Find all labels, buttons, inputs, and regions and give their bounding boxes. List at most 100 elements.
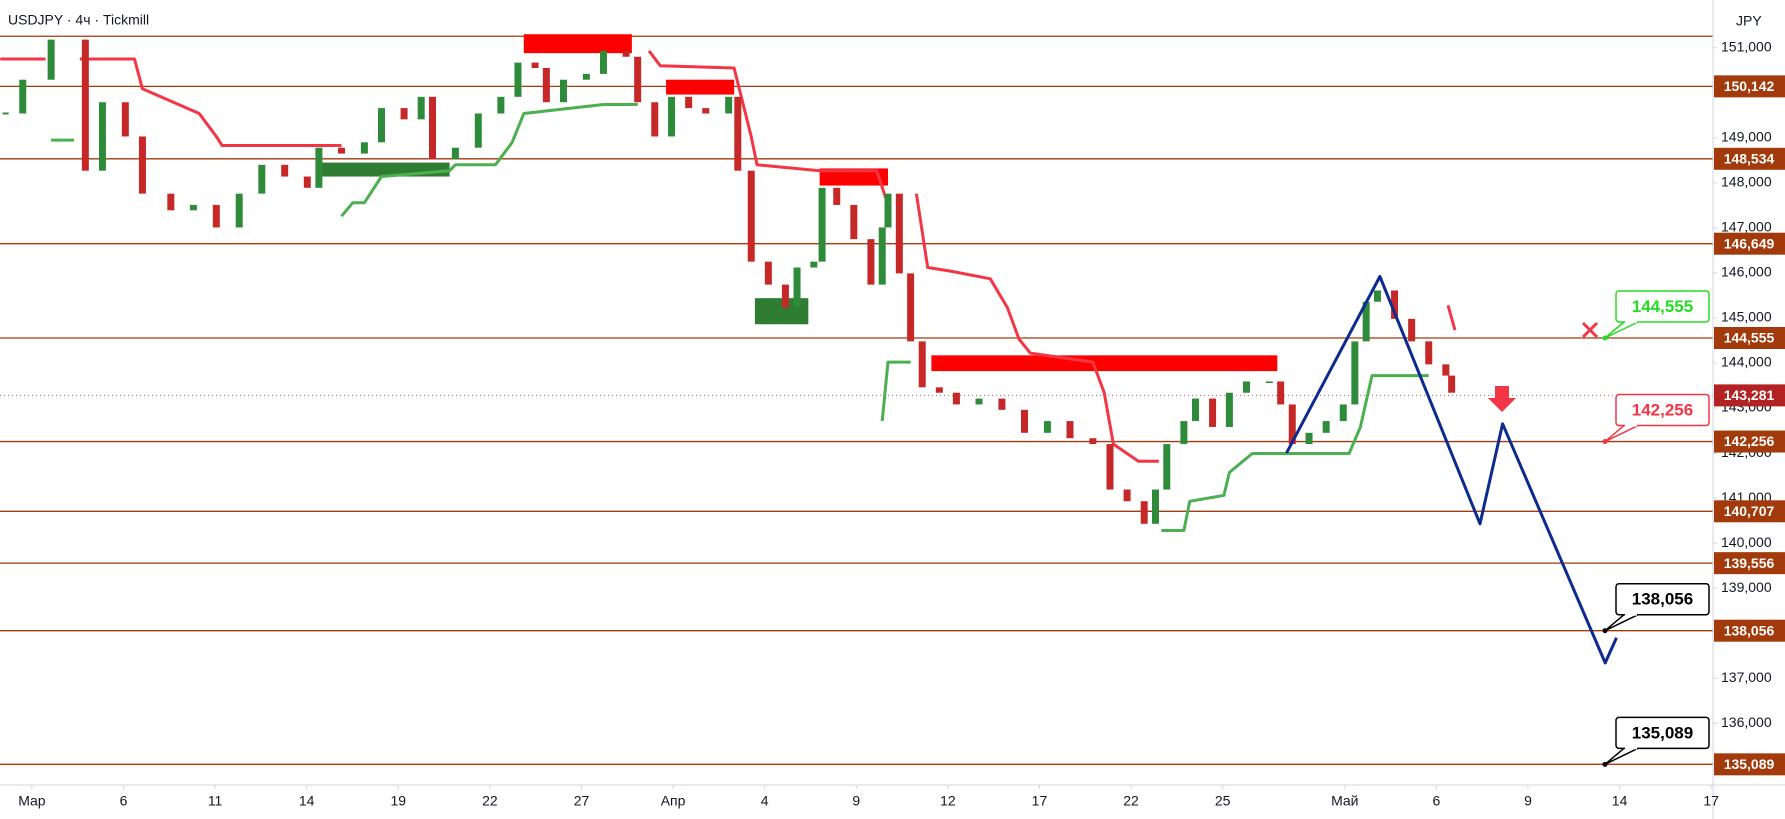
candle (1242, 381, 1250, 393)
candle (338, 147, 346, 154)
candle (850, 204, 858, 240)
y-tick-label: 139,000 (1721, 579, 1772, 595)
candle (1322, 421, 1330, 433)
y-tick-label: 147,000 (1721, 219, 1772, 235)
candle (1043, 421, 1051, 433)
candle (47, 39, 55, 80)
candle (98, 102, 106, 171)
candle (303, 176, 311, 188)
zone (666, 79, 735, 95)
candle (235, 193, 243, 228)
candle (747, 170, 755, 262)
candle (1265, 381, 1273, 383)
candle (1106, 444, 1114, 490)
x-tick-label: 25 (1215, 793, 1231, 809)
candle (1123, 489, 1131, 502)
candle (474, 113, 482, 148)
x-tick-label: 17 (1032, 793, 1048, 809)
candle (121, 102, 129, 137)
x-tick-label: 6 (1432, 793, 1440, 809)
candle (138, 136, 146, 194)
axes: 136,000137,000139,000140,000141,000142,0… (18, 38, 1785, 809)
callout-pointer (1604, 747, 1639, 766)
x-tick-label: 17 (1703, 793, 1719, 809)
candle (1225, 392, 1233, 427)
candle (884, 193, 892, 228)
zone (931, 355, 1278, 372)
x-tick-label: 27 (574, 793, 590, 809)
candle (212, 204, 220, 228)
y-tick-label: 145,000 (1721, 309, 1772, 325)
candle (1391, 290, 1399, 319)
x-tick-label: 14 (1612, 793, 1628, 809)
zone (523, 34, 632, 54)
stop-mark (1581, 321, 1599, 339)
price-axis-bg (1713, 0, 1785, 819)
candle (702, 108, 710, 114)
candle (1180, 421, 1188, 445)
level-label-box (1714, 619, 1785, 642)
candle (258, 164, 266, 194)
candle (952, 392, 960, 405)
callout-pointer (1604, 321, 1639, 339)
x-tick-label: 9 (852, 793, 860, 809)
candle (1442, 364, 1450, 376)
supertrend-upper (0, 49, 1457, 463)
candle (668, 96, 676, 137)
callout-gap (1625, 612, 1637, 616)
candle (514, 62, 522, 97)
x-tick-label: 4 (761, 793, 769, 809)
candle (935, 387, 943, 393)
x-tick-label: 14 (299, 793, 315, 809)
candle (417, 96, 425, 120)
sell-arrow (1488, 386, 1516, 412)
candle (189, 204, 197, 211)
candle (1408, 318, 1416, 342)
y-tick-label: 144,000 (1721, 354, 1772, 370)
time-axis-bg (0, 785, 1785, 819)
level-label-box (1714, 552, 1785, 575)
candle (975, 398, 983, 405)
x-tick-label: 22 (1123, 793, 1139, 809)
level-label: 150,142 (1724, 78, 1775, 94)
level-label-box (1714, 753, 1785, 776)
candle (559, 79, 567, 103)
candle (818, 187, 826, 262)
level-label-box (1714, 75, 1785, 98)
x-tick-label: 12 (940, 793, 956, 809)
y-tick-label: 151,000 (1721, 38, 1772, 54)
callout-box (1615, 393, 1710, 427)
level-label: 139,556 (1724, 555, 1775, 571)
projection-path (1285, 275, 1618, 665)
candle (781, 284, 789, 308)
candle (531, 62, 539, 69)
candle (1339, 404, 1347, 422)
candle (542, 68, 550, 103)
chart-title: USDJPY · 4ч · Tickmill (8, 12, 149, 28)
callout-box (1615, 582, 1710, 616)
candle (878, 227, 886, 285)
candle (1362, 301, 1370, 342)
candle (734, 96, 742, 171)
candle (1163, 444, 1171, 490)
x-tick-label: Мар (18, 793, 46, 809)
plot-area: 144,555 142,256 138,056 135,089 (0, 34, 1713, 767)
x-tick-label: Май (1331, 793, 1358, 809)
candle (428, 96, 436, 160)
supertrend-lower (51, 103, 1429, 532)
candle (833, 187, 841, 205)
candle (497, 96, 505, 114)
y-tick-label: 137,000 (1721, 669, 1772, 685)
candle (634, 56, 642, 103)
level-label: 148,534 (1724, 151, 1775, 167)
candle (1448, 375, 1456, 393)
candle (1140, 501, 1148, 524)
zone (316, 162, 450, 177)
candle (1277, 381, 1285, 405)
level-label-box (1714, 327, 1785, 350)
candle (1288, 404, 1296, 445)
x-tick-label: 6 (120, 793, 128, 809)
candle (360, 142, 368, 154)
